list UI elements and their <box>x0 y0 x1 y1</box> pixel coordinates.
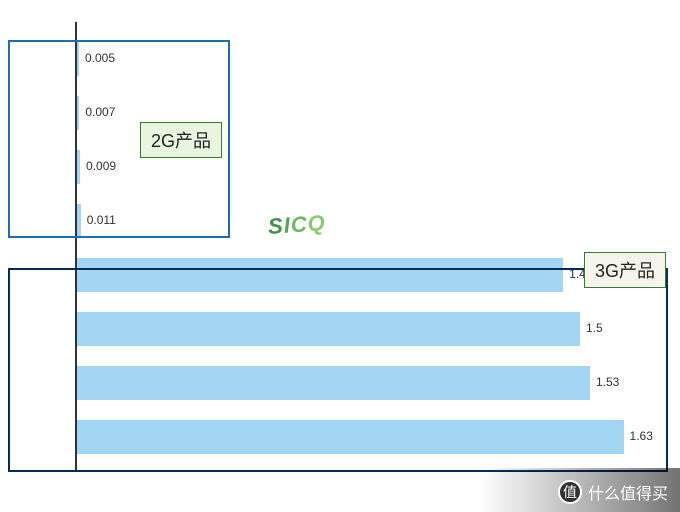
footer-badge-char: 值 <box>563 482 577 502</box>
bar-chart: 0.0050.0070.0090.0111.451.51.531.63 2G产品… <box>0 0 680 512</box>
footer-badge: 值 什么值得买 <box>558 480 668 504</box>
group-label: 2G产品 <box>140 122 222 158</box>
group-box <box>8 268 668 472</box>
footer-badge-text: 什么值得买 <box>588 480 668 504</box>
watermark-logo: SICQ <box>267 210 327 240</box>
footer-badge-icon: 值 <box>558 480 582 504</box>
group-label: 3G产品 <box>584 252 666 288</box>
